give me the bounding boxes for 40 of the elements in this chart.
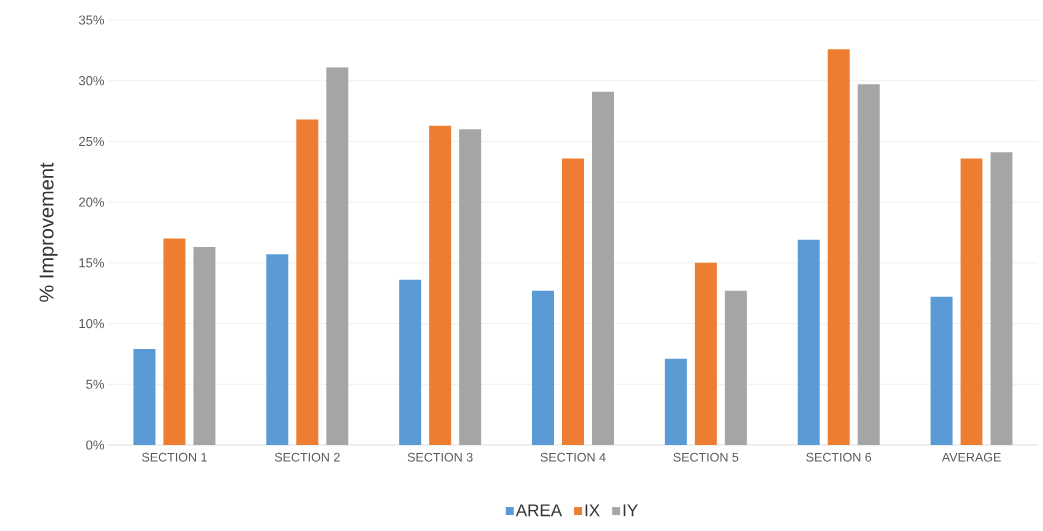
- legend-label: IY: [623, 504, 638, 517]
- bar: [724, 290, 747, 445]
- y-axis-title: % Improvement: [39, 162, 58, 302]
- x-tick-label: SECTION 3: [407, 452, 473, 462]
- bar: [429, 125, 452, 445]
- y-tick-label: 35%: [78, 15, 105, 25]
- bar: [960, 158, 983, 445]
- x-tick-label: SECTION 6: [806, 452, 872, 462]
- bar: [930, 296, 953, 445]
- bar: [266, 254, 289, 445]
- bar: [827, 49, 850, 445]
- x-tick-label: SECTION 1: [142, 452, 207, 462]
- y-tick-label: 0%: [86, 440, 105, 450]
- bar: [326, 67, 349, 445]
- x-tick-label: SECTION 4: [540, 452, 606, 462]
- legend-label: IX: [585, 504, 600, 517]
- bar: [990, 152, 1013, 445]
- y-tick-label: 5%: [86, 379, 105, 389]
- y-tick-label: 10%: [79, 318, 105, 329]
- bar: [133, 349, 156, 445]
- bar: [459, 129, 482, 445]
- y-tick-label: 30%: [78, 76, 105, 86]
- bar: [399, 279, 422, 445]
- bar: [532, 290, 554, 445]
- bar: [193, 247, 216, 445]
- bar: [592, 91, 615, 445]
- bar: [857, 84, 880, 445]
- y-tick-label: 15%: [79, 258, 105, 268]
- bar: [163, 238, 186, 445]
- y-tick-label: 20%: [79, 197, 105, 207]
- bar: [664, 358, 687, 445]
- bar: [296, 119, 319, 445]
- x-tick-label: AVERAGE: [941, 452, 1001, 462]
- bar: [694, 262, 717, 445]
- y-tick-label: 25%: [79, 136, 105, 147]
- bar: [562, 158, 585, 445]
- legend-label: AREA: [515, 504, 563, 517]
- x-tick-label: SECTION 5: [673, 452, 739, 462]
- bar: [797, 239, 820, 445]
- x-tick-label: SECTION 2: [274, 452, 340, 462]
